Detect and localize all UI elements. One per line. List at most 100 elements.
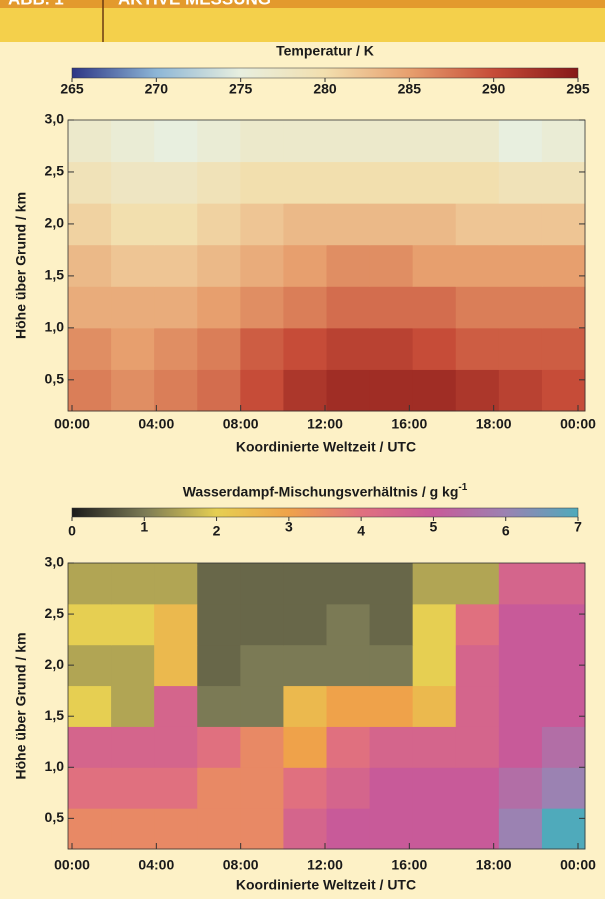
heatmap-cell [541, 369, 586, 412]
heatmap-cell [197, 685, 241, 727]
heatmap-cell [455, 203, 500, 246]
x-tick-label: 00:00 [54, 416, 90, 432]
heatmap-cell [498, 161, 543, 204]
heatmap-cell [369, 767, 414, 809]
heatmap-cell [369, 603, 414, 646]
x-tick-label: 00:00 [54, 857, 90, 873]
x-axis-label: Koordinierte Weltzeit / UTC [236, 877, 416, 893]
heatmap-cell [283, 685, 327, 727]
heatmap-cell [541, 603, 586, 646]
y-tick-label: 2,0 [45, 215, 65, 231]
heatmap-cell [68, 203, 112, 246]
heatmap-cell [197, 244, 241, 287]
heatmap-cell [283, 767, 327, 809]
heatmap-cell [541, 726, 586, 768]
x-tick-label: 16:00 [391, 857, 427, 873]
heatmap-cell [412, 767, 457, 809]
heatmap-cell [369, 685, 414, 727]
heatmap-cell [111, 203, 155, 246]
y-tick-label: 1,5 [45, 267, 65, 283]
heatmap-cell [455, 767, 500, 809]
heatmap-cell [412, 161, 457, 204]
heatmap-cell [541, 286, 586, 329]
plot-frame [67, 562, 586, 850]
heatmap-cell [498, 644, 543, 687]
y-tick-label: 2,0 [45, 656, 65, 672]
heatmap-cell [283, 244, 327, 287]
heatmap-cell [412, 563, 457, 605]
heatmap-cell [240, 563, 284, 605]
heatmap-cell [326, 286, 371, 329]
y-axis-label: Höhe über Grund / km [13, 192, 29, 339]
heatmap-cell [197, 808, 241, 850]
heatmap-cell [283, 203, 327, 246]
x-tick-label: 08:00 [223, 857, 259, 873]
heatmap-cell [68, 327, 112, 370]
y-tick-label: 1,0 [45, 319, 65, 335]
heatmap-cell [154, 644, 198, 687]
heatmap-cell [412, 726, 457, 768]
heatmap-cell [412, 808, 457, 850]
heatmap-cell [369, 808, 414, 850]
heatmap-cell [369, 327, 414, 370]
heatmap-cell [369, 161, 414, 204]
heatmap-cell [111, 286, 155, 329]
heatmap-cell [326, 369, 371, 412]
x-tick-label: 04:00 [138, 857, 174, 873]
heatmap-cell [326, 120, 371, 163]
heatmap-cell [455, 726, 500, 768]
heatmap-cell [412, 286, 457, 329]
heatmap-cell [541, 120, 586, 163]
heatmap-cell [498, 726, 543, 768]
heatmap-cell [240, 203, 284, 246]
heatmap-cell [68, 603, 112, 646]
heatmap-cell [240, 603, 284, 646]
colorbar-tick-label: 2 [213, 523, 221, 539]
x-tick-label: 18:00 [476, 857, 512, 873]
heatmap-cell [283, 808, 327, 850]
heatmap-cell [240, 286, 284, 329]
heatmap-cell [154, 369, 198, 412]
heatmap-cell [154, 327, 198, 370]
colorbar-tick-label: 280 [313, 81, 337, 97]
heatmap-cell [369, 120, 414, 163]
heatmap-cell [111, 120, 155, 163]
heatmap-cell [111, 161, 155, 204]
heatmap-cell [68, 369, 112, 412]
heatmap-cell [154, 203, 198, 246]
x-tick-label: 12:00 [307, 857, 343, 873]
heatmap-cell [111, 369, 155, 412]
colorbar-tick-label: 3 [285, 519, 293, 535]
heatmap-cell [369, 244, 414, 287]
heatmap-cell [326, 808, 371, 850]
chart-title: Wasserdampf-Mischungsverhältnis / g kg-1 [183, 482, 468, 500]
y-tick-label: 0,5 [45, 371, 65, 387]
heatmap-cell [111, 726, 155, 768]
y-tick-label: 1,5 [45, 707, 65, 723]
colorbar [71, 67, 579, 79]
heatmap-cell [283, 726, 327, 768]
heatmap-cell [154, 808, 198, 850]
colorbar-tick-label: 5 [430, 519, 438, 535]
heatmap-cell [455, 327, 500, 370]
heatmap-cell [326, 563, 371, 605]
heatmap-cell [283, 286, 327, 329]
heatmap-cell [412, 120, 457, 163]
colorbar [71, 507, 579, 518]
heatmap-cell [412, 203, 457, 246]
heatmap-cell [455, 161, 500, 204]
chart-title: Temperatur / K [276, 43, 374, 59]
x-tick-label: 18:00 [476, 416, 512, 432]
heatmap-cell [154, 120, 198, 163]
heatmap-cell [369, 203, 414, 246]
heatmap-cell [369, 369, 414, 412]
heatmap-cell [197, 327, 241, 370]
colorbar-tick-label: 285 [398, 81, 422, 97]
heatmap-cell [498, 203, 543, 246]
heatmap-cell [111, 644, 155, 687]
heatmap-cell [68, 808, 112, 850]
heatmap-cell [326, 644, 371, 687]
heatmap-cell [68, 120, 112, 163]
heatmap-cell [68, 644, 112, 687]
